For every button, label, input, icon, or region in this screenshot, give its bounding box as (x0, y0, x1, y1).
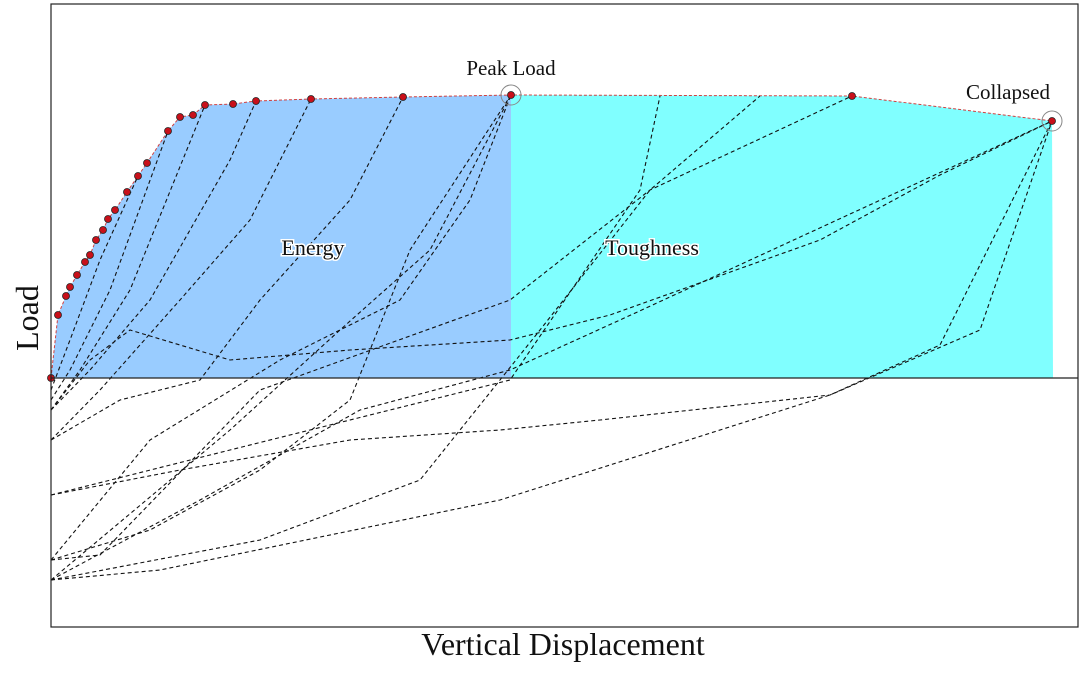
energy-label: Energy (281, 235, 344, 260)
toughness-label: Toughness (605, 235, 699, 260)
x-axis-label: Vertical Displacement (421, 626, 705, 662)
toughness-area (511, 95, 1053, 378)
load-paths (50, 94, 1053, 581)
y-axis-label: Load (9, 285, 45, 351)
energy-area (51, 95, 511, 378)
collapse-label: Collapsed (966, 80, 1050, 104)
peak-label: Peak Load (466, 56, 556, 80)
points (47, 84, 1063, 382)
plot-frame (50, 3, 1079, 628)
